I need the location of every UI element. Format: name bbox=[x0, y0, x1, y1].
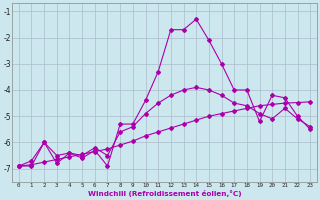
X-axis label: Windchill (Refroidissement éolien,°C): Windchill (Refroidissement éolien,°C) bbox=[88, 190, 241, 197]
